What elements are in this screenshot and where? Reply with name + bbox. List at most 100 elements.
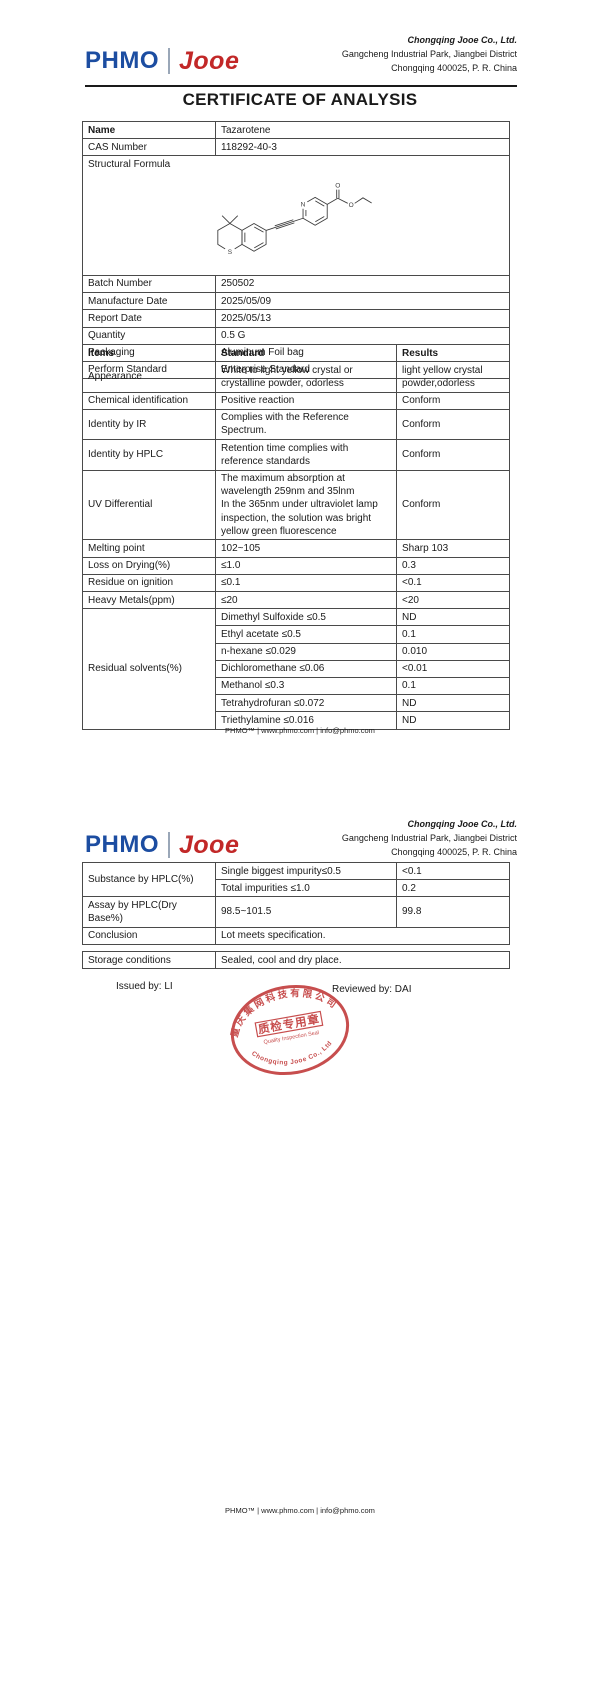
company-address-line2: Chongqing 400025, P. R. China bbox=[391, 846, 517, 857]
company-logo: PHMO Jooe bbox=[85, 831, 239, 860]
table-row: Manufacture Date 2025/05/09 bbox=[82, 292, 510, 311]
table-cell: 0.3 bbox=[396, 556, 510, 575]
table-row: UV Differential The maximum absorption at… bbox=[82, 469, 510, 541]
table-row: Batch Number 250502 bbox=[82, 274, 510, 294]
table-cell: Identity by HPLC bbox=[82, 439, 216, 471]
logo-divider bbox=[168, 832, 170, 859]
quality-inspection-stamp: 重庆集网科技有限公司 质检专用章 Quality Inspection Seal… bbox=[222, 979, 350, 1076]
logo-jooe-text: Jooe bbox=[179, 46, 240, 75]
table-cell: Melting point bbox=[82, 539, 216, 558]
table-cell: UV Differential bbox=[82, 469, 216, 541]
logo-jooe-text: Jooe bbox=[179, 830, 240, 859]
table-row: Residual solvents(%) Dimethyl Sulfoxide ≤… bbox=[82, 608, 510, 730]
issued-by-signature: Issued by: LI bbox=[116, 981, 173, 992]
reviewed-by-signature: Reviewed by: DAI bbox=[332, 984, 412, 995]
table-cell: Complies with the Reference Spectrum. bbox=[215, 408, 397, 441]
table-cell: ≤0.1 bbox=[215, 573, 397, 593]
table-cell: Single biggest impurity≤0.5 bbox=[215, 861, 397, 881]
table-cell: Report Date bbox=[82, 309, 216, 328]
table-cell: 118292-40-3 bbox=[215, 138, 510, 157]
table-cell: Heavy Metals(ppm) bbox=[82, 590, 216, 610]
table-cell: Loss on Drying(%) bbox=[82, 556, 216, 575]
table-cell: light yellow crystal powder,odorless bbox=[396, 361, 510, 393]
product-info-table: Name Tazarotene CAS Number 118292-40-3 Struc… bbox=[82, 120, 510, 380]
svg-text:Chongqing Jooe Co., Ltd: Chongqing Jooe Co., Ltd bbox=[249, 1036, 336, 1073]
table-cell: ≤20 bbox=[215, 590, 397, 610]
table-row: Heavy Metals(ppm) ≤20 <20 bbox=[82, 590, 510, 610]
table-cell: Ethyl acetate ≤0.5 bbox=[215, 625, 397, 644]
nitrogen-atom-label: N bbox=[301, 202, 306, 209]
table-cell: Substance by HPLC(%) bbox=[82, 861, 216, 898]
ester-oxygen-label: O bbox=[349, 202, 354, 209]
table-cell: <0.01 bbox=[396, 659, 510, 678]
table-cell: 2025/05/09 bbox=[215, 292, 510, 311]
table-cell: Sealed, cool and dry place. bbox=[215, 950, 510, 970]
table-cell: Tazarotene bbox=[215, 120, 510, 140]
table-cell: ND bbox=[396, 711, 510, 730]
table-row: Triethylamine ≤0.016 ND bbox=[83, 711, 510, 730]
company-address-line1: Gangcheng Industrial Park, Jiangbei Dist… bbox=[341, 48, 517, 59]
table-cell: Name bbox=[82, 120, 216, 140]
table-cell: Conclusion bbox=[82, 926, 216, 945]
table-cell: Residual solvents(%) bbox=[82, 608, 216, 730]
table-row: Methanol ≤0.3 0.1 bbox=[83, 676, 510, 696]
company-address-block: Chongqing Jooe Co., Ltd. Gangcheng Indus… bbox=[342, 818, 517, 860]
table-row: Report Date 2025/05/13 bbox=[82, 309, 510, 328]
page2-header: PHMO Jooe Chongqing Jooe Co., Ltd. Gangc… bbox=[85, 818, 517, 860]
table-row: Structural Formula S N O O bbox=[82, 155, 510, 276]
table-header-cell: Results bbox=[396, 343, 510, 363]
table-header-cell: Standard bbox=[215, 343, 397, 363]
table-row: Conclusion Lot meets specification. bbox=[82, 926, 510, 945]
table-cell: Conform bbox=[396, 469, 510, 541]
table-cell: ND bbox=[396, 694, 510, 713]
table-cell: <20 bbox=[396, 590, 510, 610]
table-cell: Positive reaction bbox=[215, 391, 397, 410]
table-cell: Conform bbox=[396, 408, 510, 441]
page-title: CERTIFICATE OF ANALYSIS bbox=[182, 90, 418, 109]
table-row: Items Standard Results bbox=[82, 343, 510, 363]
table-cell: Assay by HPLC(Dry Base%) bbox=[82, 896, 216, 928]
table-cell: Total impurities ≤1.0 bbox=[215, 879, 397, 898]
table-cell: 102~105 bbox=[215, 539, 397, 558]
table-cell: CAS Number bbox=[82, 138, 216, 157]
table-cell: The maximum absorption at wavelength 259… bbox=[215, 469, 397, 541]
table-cell: Dichloromethane ≤0.06 bbox=[215, 659, 397, 678]
table-row: Substance by HPLC(%) Single biggest impur… bbox=[82, 861, 510, 898]
table-cell: Methanol ≤0.3 bbox=[215, 676, 397, 696]
table-row: Identity by HPLC Retention time complies … bbox=[82, 439, 510, 471]
table-cell: Conform bbox=[396, 391, 510, 410]
company-name: Chongqing Jooe Co., Ltd. bbox=[407, 819, 517, 829]
company-address-line1: Gangcheng Industrial Park, Jiangbei Dist… bbox=[341, 832, 517, 843]
table-cell: White to light yellow crystal or crystal… bbox=[215, 361, 397, 393]
table-cell: Manufacture Date bbox=[82, 292, 216, 311]
company-logo: PHMO Jooe bbox=[85, 47, 239, 76]
table-cell: Conform bbox=[396, 439, 510, 471]
table-cell: Tetrahydrofuran ≤0.072 bbox=[215, 694, 397, 713]
table-cell: 0.010 bbox=[396, 642, 510, 661]
table-row: CAS Number 118292-40-3 bbox=[82, 138, 510, 157]
stamp-bottom-arc-text: Chongqing Jooe Co., Ltd bbox=[249, 1036, 336, 1073]
company-address-line2: Chongqing 400025, P. R. China bbox=[391, 62, 517, 73]
table-cell: 98.5~101.5 bbox=[215, 896, 397, 928]
table-cell: Appearance bbox=[82, 361, 216, 393]
storage-table: Storage conditions Sealed, cool and dry p… bbox=[82, 950, 510, 970]
page2-footer: PHMO™ | www.phmo.com | info@phmo.com bbox=[225, 1506, 375, 1515]
table-cell: Residue on ignition bbox=[82, 573, 216, 593]
table-cell: 2025/05/13 bbox=[215, 309, 510, 328]
table-cell: <0.1 bbox=[396, 861, 510, 881]
table-row: Ethyl acetate ≤0.5 0.1 bbox=[83, 625, 510, 644]
table-cell: Chemical identification bbox=[82, 391, 216, 410]
table-row: Residue on ignition ≤0.1 <0.1 bbox=[82, 573, 510, 593]
table-row: Dichloromethane ≤0.06 <0.01 bbox=[83, 659, 510, 678]
company-address-block: Chongqing Jooe Co., Ltd. Gangcheng Indus… bbox=[342, 34, 517, 76]
table-cell: Quantity bbox=[82, 326, 216, 345]
hplc-results-table: Substance by HPLC(%) Single biggest impur… bbox=[82, 861, 510, 945]
table-row: Identity by IR Complies with the Referenc… bbox=[82, 408, 510, 441]
table-cell: Dimethyl Sulfoxide ≤0.5 bbox=[215, 608, 397, 627]
table-row: Chemical identification Positive reaction… bbox=[82, 391, 510, 410]
table-cell: 0.1 bbox=[396, 676, 510, 696]
logo-divider bbox=[168, 48, 170, 75]
table-cell: ≤1.0 bbox=[215, 556, 397, 575]
table-cell: 0.1 bbox=[396, 625, 510, 644]
